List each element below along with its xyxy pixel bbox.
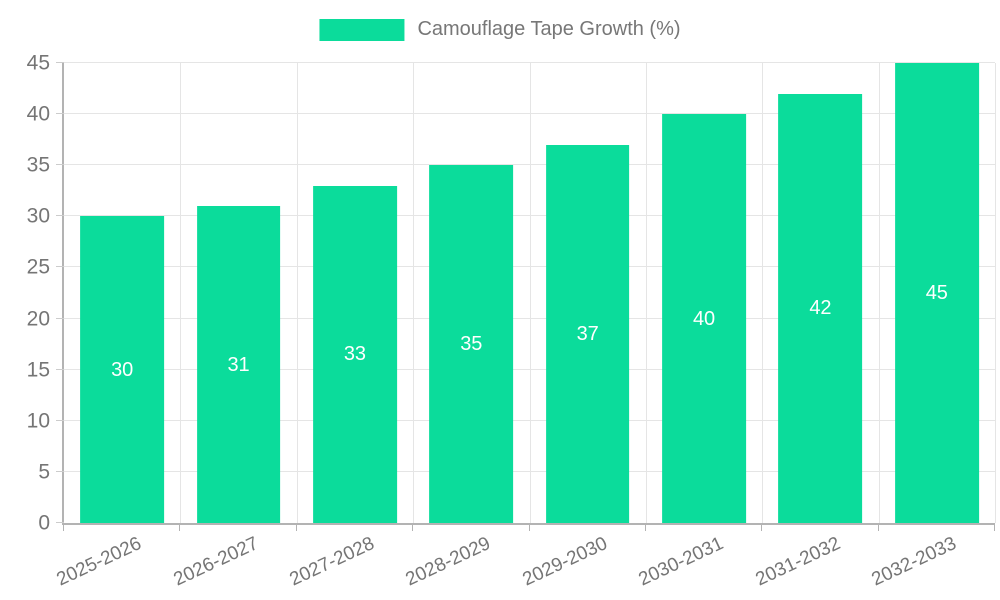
y-tick-label: 30 [26, 204, 50, 228]
x-tick-label: 2032-2033 [868, 533, 960, 591]
y-tick-mark [56, 419, 64, 421]
x-tick-mark [179, 523, 181, 531]
x-tick-label: 2025-2026 [53, 533, 146, 591]
bar-value-label: 30 [111, 358, 134, 381]
v-gridline [878, 63, 880, 523]
y-tick-label: 40 [26, 102, 50, 126]
x-tick-mark [528, 523, 530, 531]
v-gridline [995, 63, 996, 523]
bar-2026-2027[interactable]: 31 [196, 206, 281, 523]
bar-2031-2032[interactable]: 42 [778, 93, 863, 523]
v-gridline [645, 63, 647, 523]
bar-value-label: 33 [343, 343, 367, 366]
bar-2028-2029[interactable]: 35 [429, 165, 514, 523]
y-tick-label: 10 [26, 409, 50, 433]
x-tick-mark [761, 523, 763, 531]
bar-value-label: 42 [809, 297, 832, 320]
x-tick-label: 2030-2031 [635, 533, 727, 591]
x-tick-mark [63, 523, 64, 531]
x-tick-mark [412, 523, 414, 531]
y-tick-mark [56, 164, 64, 166]
v-gridline [762, 63, 764, 523]
legend-swatch [319, 18, 405, 41]
bar-2030-2031[interactable]: 40 [662, 114, 746, 523]
y-tick-mark [56, 113, 64, 115]
v-gridline [180, 63, 182, 523]
x-tick-label: 2028-2029 [402, 533, 495, 591]
x-tick-mark [644, 523, 646, 531]
bar-value-label: 45 [925, 282, 948, 304]
bar-value-label: 37 [576, 322, 599, 345]
y-tick-label: 0 [38, 511, 50, 535]
legend-item[interactable]: Camouflage Tape Growth (%) [319, 18, 681, 41]
y-tick-mark [56, 266, 64, 268]
y-tick-mark [56, 215, 64, 217]
y-tick-label: 35 [26, 153, 50, 177]
x-tick-label: 2026-2027 [170, 533, 262, 591]
y-tick-mark [56, 368, 64, 370]
v-gridline [413, 63, 415, 523]
bar-value-label: 40 [692, 307, 716, 330]
y-tick-mark [56, 62, 64, 63]
x-tick-label: 2029-2030 [519, 533, 611, 591]
bar-value-label: 35 [460, 333, 483, 356]
bar-2025-2026[interactable]: 30 [80, 216, 165, 523]
bar-2027-2028[interactable]: 33 [313, 185, 397, 523]
x-tick-mark [994, 523, 995, 531]
bar-2029-2030[interactable]: 37 [545, 144, 630, 523]
y-tick-mark [56, 317, 64, 319]
h-gridline [64, 62, 995, 63]
y-tick-label: 15 [26, 358, 50, 382]
x-tick-mark [295, 523, 297, 531]
y-tick-label: 25 [26, 255, 50, 279]
bar-2032-2033[interactable]: 45 [894, 63, 979, 523]
y-tick-label: 5 [38, 460, 50, 484]
bar-value-label: 31 [227, 353, 250, 376]
y-tick-mark [56, 522, 64, 523]
y-tick-label: 45 [26, 51, 50, 75]
x-tick-mark [877, 523, 879, 531]
plot-area: 0 5 10 15 20 25 30 35 40 45 30 31 33 35 37 40 42 45 2025… [27, 53, 996, 590]
y-tick-label: 20 [26, 307, 50, 331]
v-gridline [296, 63, 298, 523]
x-tick-label: 2027-2028 [286, 533, 378, 591]
y-tick-mark [56, 470, 64, 472]
x-tick-label: 2031-2032 [752, 533, 844, 591]
legend-label: Camouflage Tape Growth (%) [417, 18, 681, 40]
v-gridline [529, 63, 531, 523]
